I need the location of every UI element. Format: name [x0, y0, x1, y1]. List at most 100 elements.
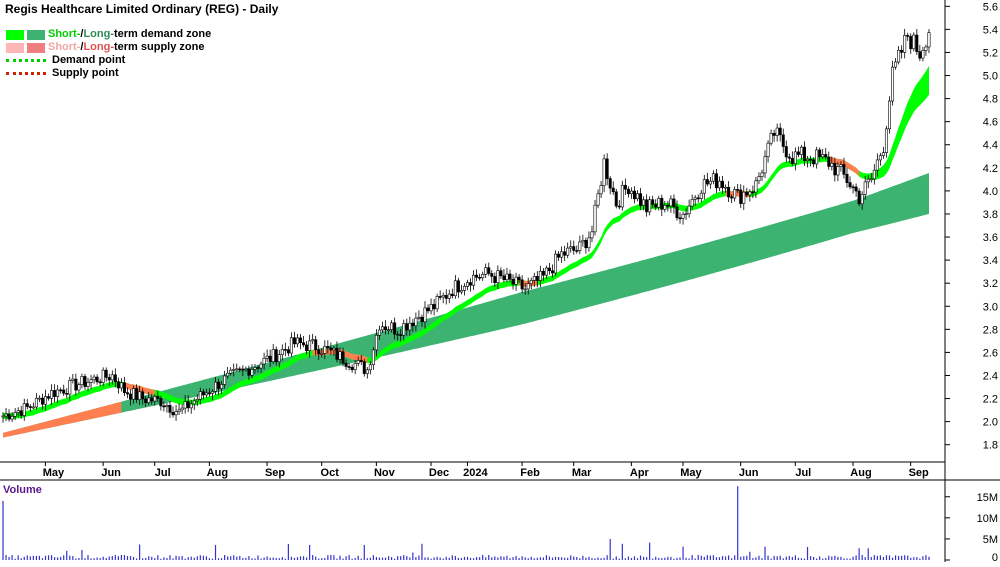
- candle: [195, 399, 199, 402]
- volume-bar: [5, 555, 7, 560]
- candle: [377, 329, 381, 336]
- volume-bar: [315, 556, 317, 560]
- candle: [265, 355, 269, 359]
- volume-bar: [406, 556, 408, 560]
- candle: [92, 376, 96, 380]
- candle: [675, 206, 679, 219]
- volume-bar: [712, 555, 715, 560]
- volume-bar: [135, 558, 138, 560]
- volume-bar: [536, 557, 538, 560]
- candle: [775, 127, 779, 136]
- candle: [47, 396, 51, 399]
- volume-bar: [387, 556, 390, 560]
- candle: [860, 194, 864, 205]
- candle: [845, 174, 849, 183]
- volume-bar: [709, 555, 711, 560]
- candle: [34, 397, 38, 408]
- candle: [22, 403, 26, 416]
- candle: [171, 412, 175, 416]
- candle: [396, 333, 400, 336]
- volume-bar: [907, 555, 909, 560]
- volume-bar: [913, 557, 915, 560]
- volume-bar: [32, 555, 34, 560]
- candle: [535, 276, 539, 281]
- volume-bar: [551, 557, 554, 560]
- volume-bar: [828, 555, 830, 560]
- volume-bar: [782, 558, 784, 560]
- candle: [884, 128, 888, 153]
- candle: [557, 253, 561, 258]
- candle: [50, 390, 54, 399]
- volume-bar: [755, 557, 757, 560]
- volume-bar: [184, 558, 186, 560]
- volume-bar: [272, 557, 274, 560]
- volume-bar: [415, 557, 417, 560]
- volume-bar: [928, 556, 930, 560]
- candle: [268, 355, 272, 362]
- candle: [1, 415, 5, 418]
- volume-bar: [293, 557, 296, 560]
- volume-bar: [606, 555, 608, 560]
- volume-bar: [488, 554, 490, 560]
- candle: [787, 156, 791, 159]
- candle: [748, 191, 752, 196]
- candle: [563, 251, 567, 256]
- volume-bar: [169, 555, 171, 560]
- volume-bar: [770, 558, 772, 560]
- candle: [608, 178, 612, 189]
- candle: [733, 189, 737, 199]
- volume-bar: [561, 557, 563, 560]
- legend-supply-text: term supply zone: [114, 41, 205, 53]
- candle: [4, 413, 8, 417]
- volume-bar: [515, 556, 517, 560]
- legend-demand-zone: Short- / Long-term demand zone: [6, 28, 211, 41]
- volume-bar: [658, 557, 660, 560]
- candle: [432, 304, 436, 310]
- volume-bar: [910, 557, 912, 560]
- price-tick-label: 2.4: [983, 370, 998, 382]
- candle: [253, 367, 257, 370]
- candle: [778, 127, 782, 136]
- volume-bar: [661, 558, 663, 560]
- volume-bar: [591, 558, 593, 560]
- candle: [250, 369, 254, 376]
- candle: [502, 275, 506, 281]
- candle: [129, 393, 133, 400]
- volume-bar: [41, 558, 44, 560]
- candle: [459, 290, 463, 293]
- candle: [335, 347, 339, 360]
- chart-title: Regis Healthcare Limited Ordinary (REG) …: [5, 2, 279, 16]
- volume-bar: [142, 558, 144, 560]
- candle: [620, 184, 624, 208]
- volume-bar: [825, 557, 827, 560]
- candle: [848, 182, 852, 188]
- volume-bar: [460, 558, 463, 560]
- legend-long-label: Long-: [83, 41, 114, 53]
- candle: [763, 156, 767, 174]
- volume-bar: [618, 558, 620, 560]
- volume-bar: [290, 556, 293, 560]
- volume-bar: [93, 558, 95, 560]
- volume-bar: [69, 555, 71, 560]
- candle: [74, 378, 78, 391]
- candle: [572, 246, 576, 251]
- legend-supply-point-text: Supply point: [52, 67, 119, 79]
- volume-bar: [312, 555, 314, 560]
- volume-bar: [466, 556, 469, 560]
- volume-bar: [542, 557, 544, 560]
- candle: [538, 270, 542, 281]
- volume-bar: [463, 556, 466, 560]
- volume-bar: [582, 555, 584, 560]
- candle: [921, 50, 925, 59]
- candle: [289, 337, 293, 354]
- candle: [790, 157, 794, 164]
- candle: [532, 276, 536, 281]
- candle: [912, 34, 916, 50]
- candle: [314, 339, 318, 351]
- candle: [220, 384, 224, 389]
- candle: [472, 274, 476, 286]
- volume-bar: [800, 558, 803, 560]
- volume-bar: [205, 556, 208, 560]
- candle: [83, 376, 87, 387]
- volume-bar: [26, 555, 28, 560]
